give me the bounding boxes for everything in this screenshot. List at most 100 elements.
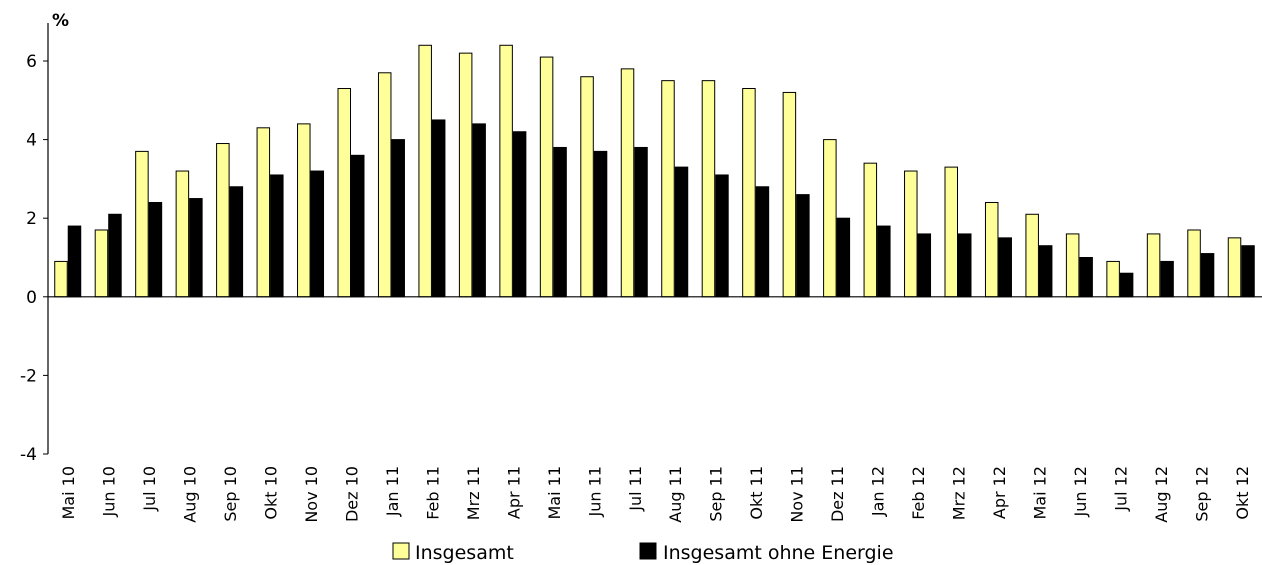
bar-insgesamt-jul-10 — [135, 150, 149, 298]
category-label: Aug 10 — [181, 466, 200, 523]
bar-insgesamt-jun-10 — [94, 229, 109, 298]
bar-insgesamt-mai-12 — [1025, 213, 1039, 298]
bar-ohne-energie-okt-11 — [755, 186, 770, 298]
bar-ohne-energie-dez-10 — [351, 154, 365, 298]
category-label: Nov 10 — [302, 466, 321, 523]
bar-insgesamt-sep-10 — [216, 143, 230, 298]
category-label: Mai 12 — [1030, 466, 1049, 520]
category-label: Dez 10 — [343, 466, 362, 522]
category-label: Nov 11 — [788, 466, 807, 523]
bar-insgesamt-apr-12 — [984, 201, 999, 298]
bar-insgesamt-jul-12 — [1106, 260, 1120, 298]
bar-insgesamt-sep-12 — [1187, 229, 1201, 298]
bar-insgesamt-dez-10 — [337, 88, 351, 298]
bar-insgesamt-feb-11 — [418, 44, 432, 298]
bar-insgesamt-aug-10 — [175, 170, 190, 298]
bar-ohne-energie-aug-10 — [189, 198, 203, 298]
bar-insgesamt-jun-11 — [580, 76, 594, 298]
y-tick-label: 2 — [26, 209, 37, 229]
bar-insgesamt-jan-12 — [863, 162, 878, 298]
category-label: Jan 11 — [383, 466, 402, 517]
y-tick-label: 0 — [26, 288, 37, 308]
bars-group — [54, 44, 1255, 298]
bar-ohne-energie-aug-11 — [674, 166, 689, 298]
bar-ohne-energie-nov-10 — [310, 170, 325, 298]
bar-ohne-energie-sep-10 — [229, 186, 244, 298]
bar-ohne-energie-jul-10 — [148, 201, 163, 298]
category-label: Jun 10 — [100, 466, 119, 517]
bar-ohne-energie-jun-12 — [1079, 257, 1093, 298]
y-tick-label: -2 — [20, 366, 37, 386]
category-label: Sep 12 — [1192, 466, 1211, 522]
bar-insgesamt-mai-10 — [54, 260, 68, 298]
bar-insgesamt-okt-10 — [256, 127, 271, 298]
bar-insgesamt-feb-12 — [904, 170, 918, 298]
bar-insgesamt-apr-11 — [499, 44, 513, 298]
bar-ohne-energie-feb-11 — [431, 119, 446, 298]
category-label: Jul 10 — [140, 466, 159, 512]
bar-ohne-energie-sep-11 — [715, 174, 729, 298]
category-label: Mai 10 — [59, 466, 78, 520]
bar-insgesamt-jul-11 — [620, 68, 635, 298]
category-label: Okt 10 — [262, 466, 281, 520]
category-label: Apr 12 — [990, 466, 1009, 519]
legend: Insgesamt Insgesamt ohne Energie — [392, 542, 894, 564]
legend-swatch-insgesamt-ohne-energie — [639, 542, 657, 560]
category-label: Jun 11 — [585, 466, 604, 517]
category-label: Aug 11 — [666, 466, 685, 523]
bar-insgesamt-aug-12 — [1146, 233, 1161, 298]
bar-ohne-energie-jun-10 — [108, 213, 122, 298]
legend-label-insgesamt: Insgesamt — [415, 542, 514, 564]
category-label: Feb 12 — [909, 466, 928, 520]
bar-ohne-energie-feb-12 — [917, 233, 932, 298]
category-label: Sep 10 — [221, 466, 240, 522]
y-axis-ticks: -4 -2 0 2 4 6 — [20, 52, 48, 465]
bar-insgesamt-mai-11 — [539, 56, 554, 298]
bar-insgesamt-jan-11 — [377, 72, 392, 298]
bar-ohne-energie-apr-11 — [512, 131, 527, 298]
bar-insgesamt-okt-12 — [1227, 237, 1242, 298]
y-axis-unit-label: % — [52, 11, 69, 31]
bar-insgesamt-mrz-12 — [944, 166, 958, 298]
category-label: Feb 11 — [423, 466, 442, 520]
bar-insgesamt-okt-11 — [742, 88, 756, 298]
bar-ohne-energie-dez-11 — [836, 217, 851, 298]
bar-ohne-energie-nov-11 — [796, 194, 810, 298]
category-label: Sep 11 — [707, 466, 726, 522]
axes — [47, 23, 1262, 454]
category-label: Jan 12 — [869, 466, 888, 517]
bar-insgesamt-nov-11 — [782, 91, 797, 298]
bar-insgesamt-dez-11 — [823, 139, 837, 298]
y-tick-label: 4 — [26, 131, 37, 151]
category-label: Dez 11 — [828, 466, 847, 522]
bar-ohne-energie-sep-12 — [1200, 253, 1215, 298]
bar-insgesamt-sep-11 — [701, 80, 716, 298]
legend-swatch-insgesamt — [392, 542, 410, 560]
bar-ohne-energie-jan-11 — [391, 139, 405, 298]
legend-label-insgesamt-ohne-energie: Insgesamt ohne Energie — [663, 542, 894, 564]
category-label: Jun 12 — [1071, 466, 1090, 517]
bar-ohne-energie-okt-10 — [270, 174, 284, 298]
bar-insgesamt-jun-12 — [1065, 233, 1080, 298]
bar-insgesamt-aug-11 — [661, 80, 675, 298]
bar-ohne-energie-mai-12 — [1038, 245, 1053, 298]
bar-ohne-energie-okt-12 — [1241, 245, 1255, 298]
bar-ohne-energie-mai-11 — [553, 146, 567, 298]
bar-ohne-energie-mrz-12 — [958, 233, 972, 298]
category-label: Mrz 11 — [464, 466, 483, 520]
category-label: Jul 12 — [1111, 466, 1130, 512]
bar-ohne-energie-apr-12 — [998, 237, 1012, 298]
category-label: Aug 12 — [1152, 466, 1171, 523]
bar-ohne-energie-aug-12 — [1160, 260, 1174, 298]
category-label: Okt 11 — [747, 466, 766, 520]
bar-ohne-energie-mrz-11 — [472, 123, 486, 298]
category-label: Mai 11 — [545, 466, 564, 520]
y-tick-label: -4 — [20, 445, 37, 465]
y-tick-label: 6 — [26, 52, 37, 72]
bar-insgesamt-mrz-11 — [458, 52, 473, 298]
category-labels: Mai 10 Jun 10 Jul 10 Aug 10 Sep 10 Okt 10 Nov … — [59, 466, 1252, 523]
bar-insgesamt-nov-10 — [297, 123, 311, 298]
bar-ohne-energie-jan-12 — [877, 225, 891, 298]
bar-ohne-energie-jul-11 — [634, 146, 648, 298]
